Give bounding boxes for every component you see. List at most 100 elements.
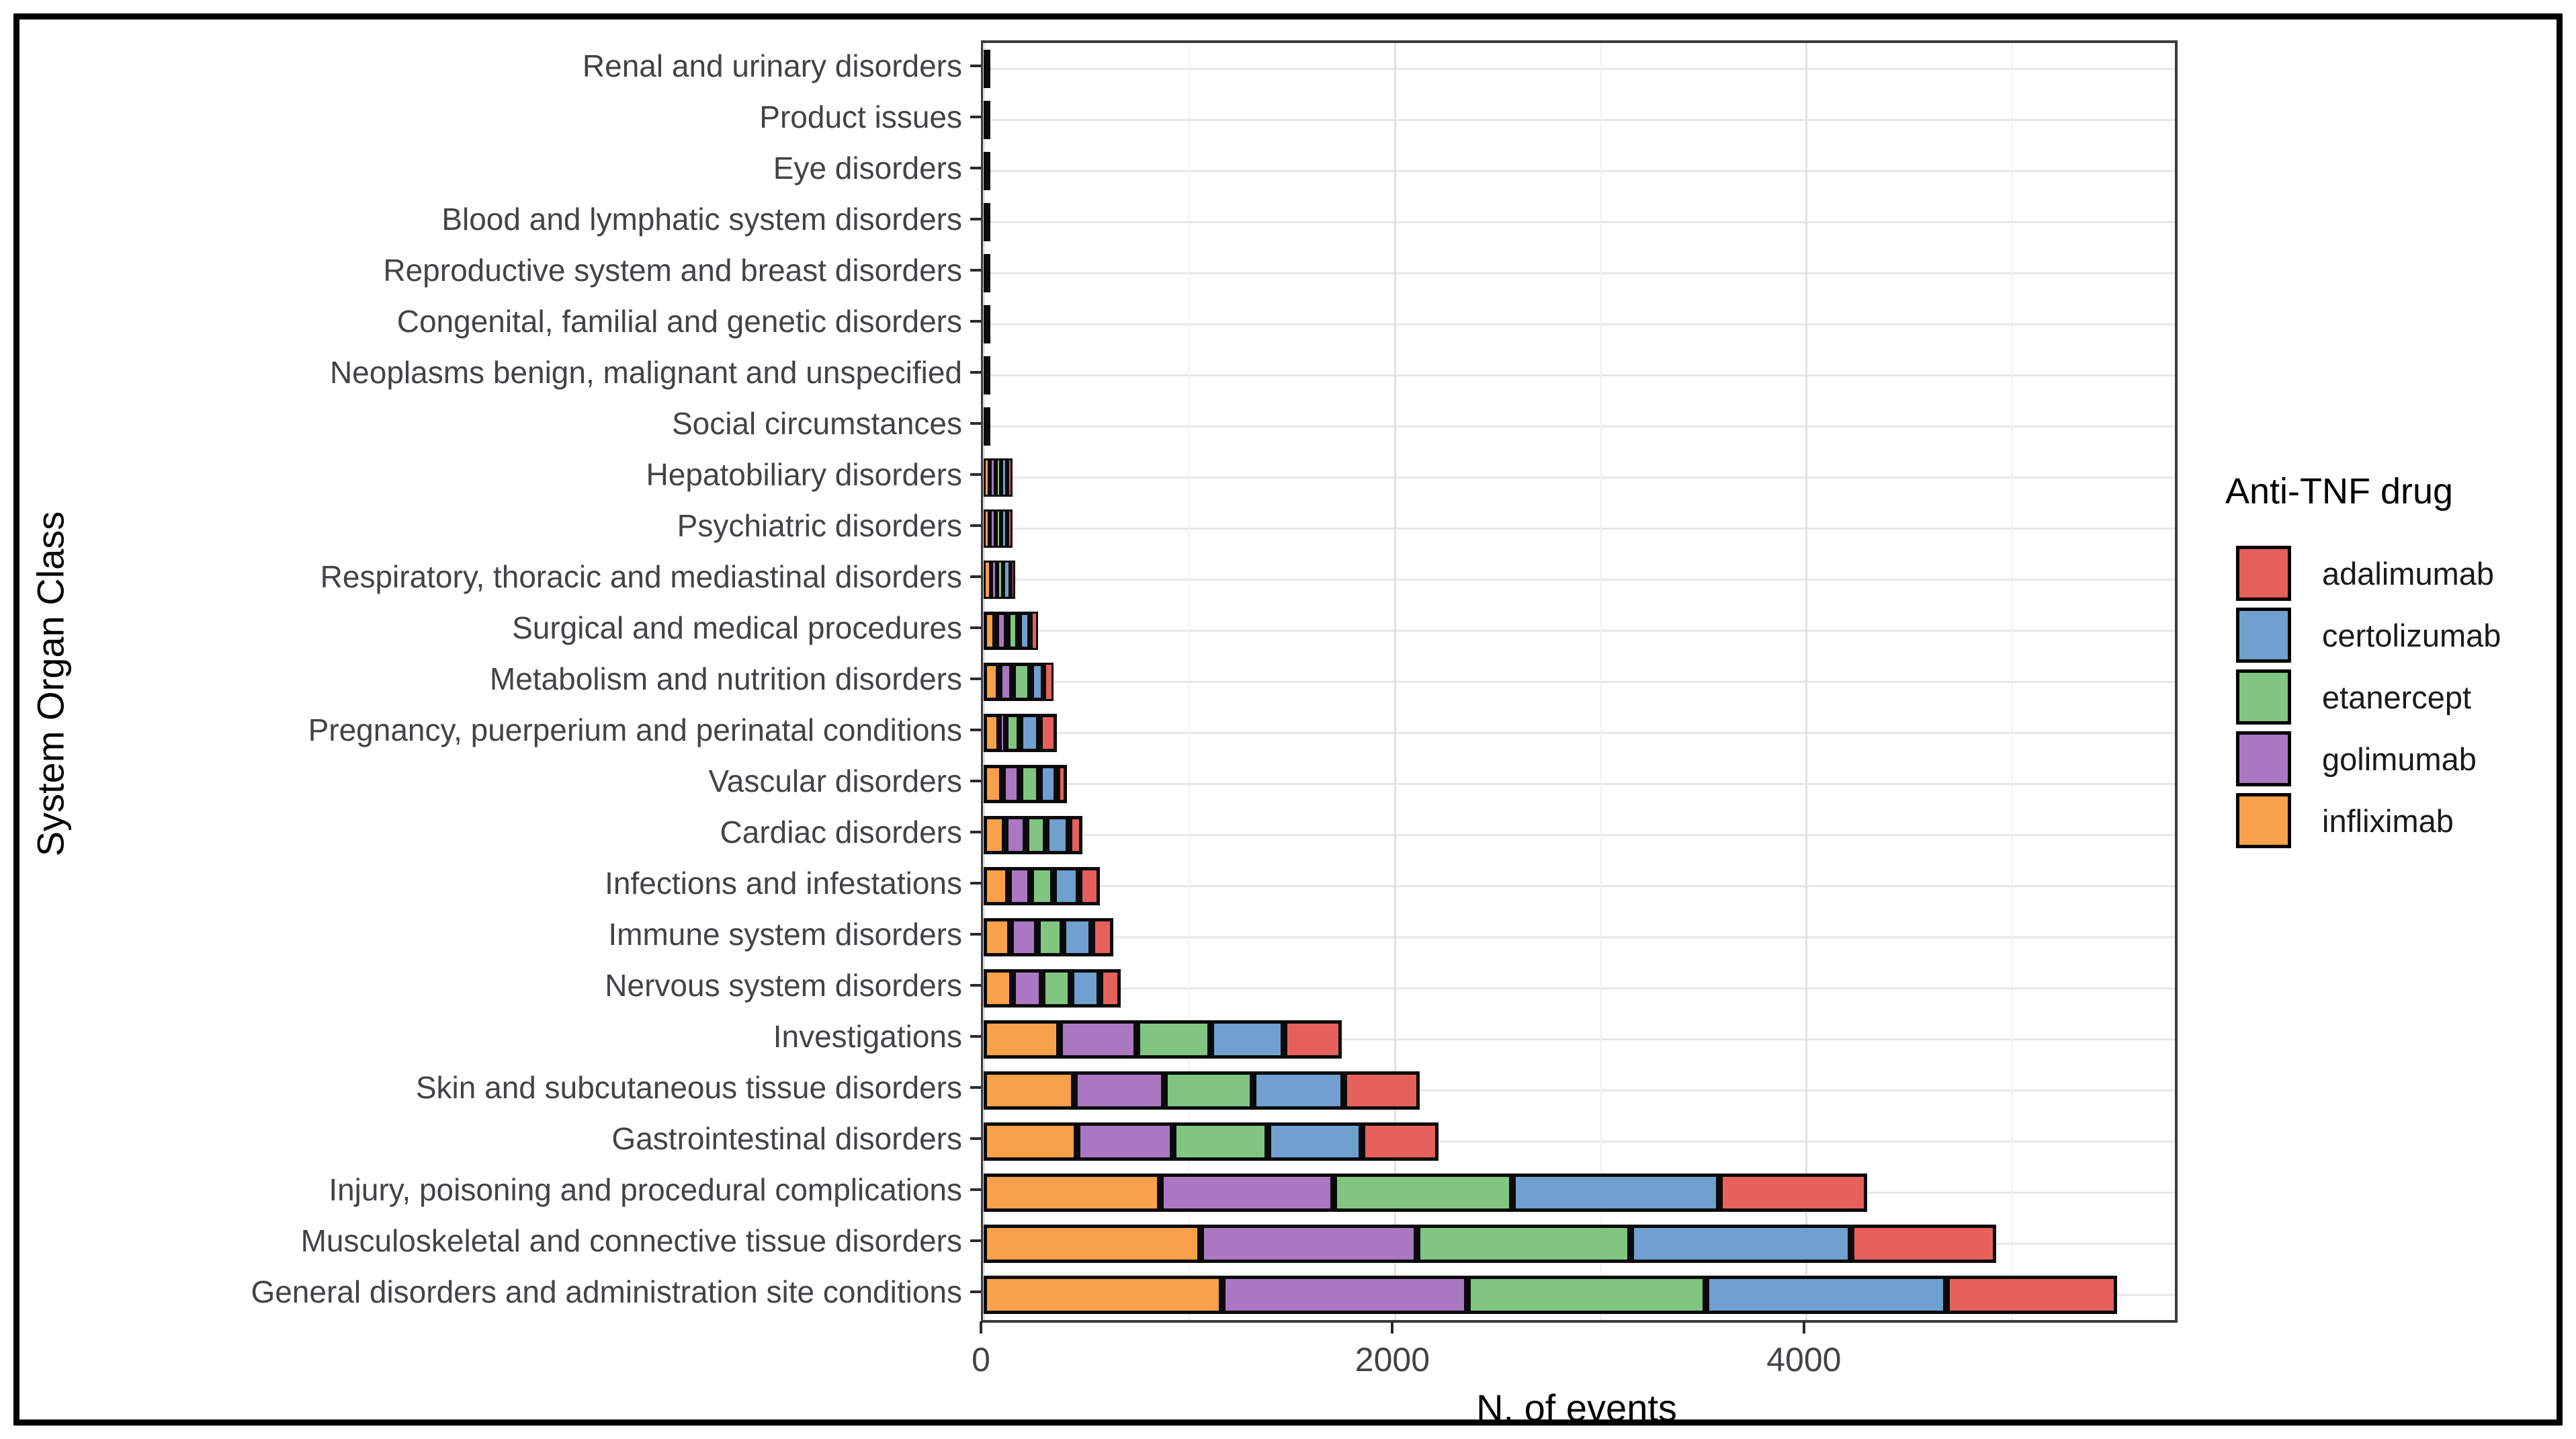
bar-segment-certolizumab — [1039, 764, 1057, 803]
bar-segment-certolizumab — [1512, 1173, 1719, 1212]
y-axis-label: Blood and lymphatic system disorders — [441, 202, 962, 237]
bar-segment-etanercept — [1164, 1071, 1254, 1110]
bar-segment-adalimumab — [1091, 917, 1113, 956]
bar-segment-golimumab — [1005, 815, 1026, 854]
bar-segment-golimumab — [1222, 1275, 1467, 1314]
legend-label: etanercept — [2322, 680, 2472, 715]
y-axis-label: Investigations — [773, 1019, 962, 1054]
y-tick — [970, 575, 981, 578]
bar-segment-golimumab — [985, 253, 986, 292]
gridline-horizontal — [984, 833, 2175, 836]
bar-segment-golimumab — [1160, 1173, 1334, 1212]
bar-row — [984, 49, 990, 88]
y-tick — [970, 729, 981, 731]
x-tick-label: 2000 — [1355, 1341, 1430, 1379]
bar-segment-certolizumab — [1031, 662, 1045, 701]
y-axis-label: Eye disorders — [773, 151, 962, 186]
plot-panel — [981, 40, 2178, 1323]
bar-row — [984, 969, 1121, 1008]
y-tick — [970, 1086, 981, 1089]
bar-segment-infliximab — [984, 151, 985, 190]
bar-segment-golimumab — [998, 662, 1013, 701]
y-tick — [970, 677, 981, 680]
bar-segment-certolizumab — [988, 407, 989, 446]
bar-segment-golimumab — [990, 509, 996, 548]
bar-row — [984, 1173, 1868, 1212]
bar-segment-infliximab — [984, 509, 990, 548]
legend-keys: adalimumab certolizumab etanercept golimuma… — [2225, 543, 2501, 852]
bar-segment-etanercept — [1037, 917, 1063, 956]
y-tick — [970, 116, 981, 118]
x-tick-label: 0 — [972, 1341, 990, 1379]
bar-row — [984, 253, 990, 292]
bar-segment-adalimumab — [989, 100, 990, 139]
bar-segment-infliximab — [984, 611, 996, 650]
bar-segment-adalimumab — [1039, 713, 1057, 752]
bar-segment-infliximab — [984, 1275, 1223, 1314]
bar-segment-etanercept — [1172, 1122, 1268, 1161]
bar-segment-infliximab — [984, 815, 1006, 854]
bar-segment-certolizumab — [988, 151, 989, 190]
bar-segment-adalimumab — [989, 151, 990, 190]
bar-segment-certolizumab — [1071, 969, 1100, 1008]
legend-label: infliximab — [2322, 803, 2454, 839]
y-tick — [970, 218, 981, 220]
bar-segment-infliximab — [984, 253, 985, 292]
legend-title: Anti-TNF drug — [2225, 471, 2454, 511]
y-tick — [970, 1035, 981, 1038]
legend-label: adalimumab — [2322, 556, 2495, 591]
bar-segment-etanercept — [1333, 1173, 1512, 1212]
bar-segment-certolizumab — [988, 202, 989, 241]
bar-segment-certolizumab — [1003, 560, 1011, 599]
bar-segment-infliximab — [984, 1071, 1074, 1110]
legend-swatch-infliximab — [2236, 793, 2291, 848]
bar-segment-etanercept — [1031, 866, 1054, 905]
bar-segment-certolizumab — [1000, 458, 1008, 497]
gridline-horizontal — [984, 527, 2175, 530]
bar-segment-golimumab — [1060, 1020, 1137, 1059]
bar-segment-golimumab — [990, 560, 997, 599]
bar-row — [984, 100, 990, 139]
bar-segment-adalimumab — [1946, 1275, 2118, 1314]
bar-row — [984, 1224, 1996, 1263]
bar-row — [984, 611, 1039, 650]
bar-segment-etanercept — [986, 407, 988, 446]
gridline-horizontal — [984, 885, 2175, 887]
bar-segment-golimumab — [990, 458, 996, 497]
bar-segment-golimumab — [1002, 764, 1020, 803]
bar-segment-infliximab — [984, 407, 985, 446]
bar-segment-etanercept — [1012, 662, 1031, 701]
bar-row — [984, 866, 1100, 905]
gridline-horizontal — [984, 67, 2175, 70]
gridline-horizontal — [984, 987, 2175, 989]
gridline-horizontal — [984, 220, 2175, 223]
y-tick — [970, 371, 981, 374]
y-axis-label: Infections and infestations — [605, 866, 962, 901]
y-tick — [970, 269, 981, 272]
y-tick — [970, 1137, 981, 1140]
bar-segment-etanercept — [1467, 1275, 1706, 1314]
y-tick — [970, 626, 981, 629]
bar-segment-infliximab — [984, 917, 1011, 956]
gridline-horizontal — [984, 578, 2175, 581]
bar-segment-adalimumab — [989, 304, 990, 343]
y-tick — [970, 984, 981, 987]
bar-row — [984, 509, 1013, 548]
bar-segment-infliximab — [984, 1122, 1078, 1161]
gridline-major — [1393, 43, 1396, 1320]
bar-segment-etanercept — [1042, 969, 1072, 1008]
bar-segment-adalimumab — [1362, 1122, 1439, 1161]
bar-segment-adalimumab — [1031, 611, 1039, 650]
y-axis-label: Social circumstances — [671, 406, 962, 441]
y-tick — [970, 933, 981, 936]
gridline-horizontal — [984, 936, 2175, 938]
gridline-horizontal — [984, 118, 2175, 121]
bar-segment-golimumab — [985, 202, 986, 241]
bar-segment-certolizumab — [1054, 866, 1080, 905]
y-tick — [970, 524, 981, 527]
y-axis-label: Respiratory, thoracic and mediastinal di… — [320, 559, 962, 594]
bar-segment-adalimumab — [1850, 1224, 1996, 1263]
bar-segment-certolizumab — [1253, 1071, 1344, 1110]
y-axis-label: Metabolism and nutrition disorders — [489, 661, 962, 696]
bar-segment-infliximab — [984, 458, 990, 497]
